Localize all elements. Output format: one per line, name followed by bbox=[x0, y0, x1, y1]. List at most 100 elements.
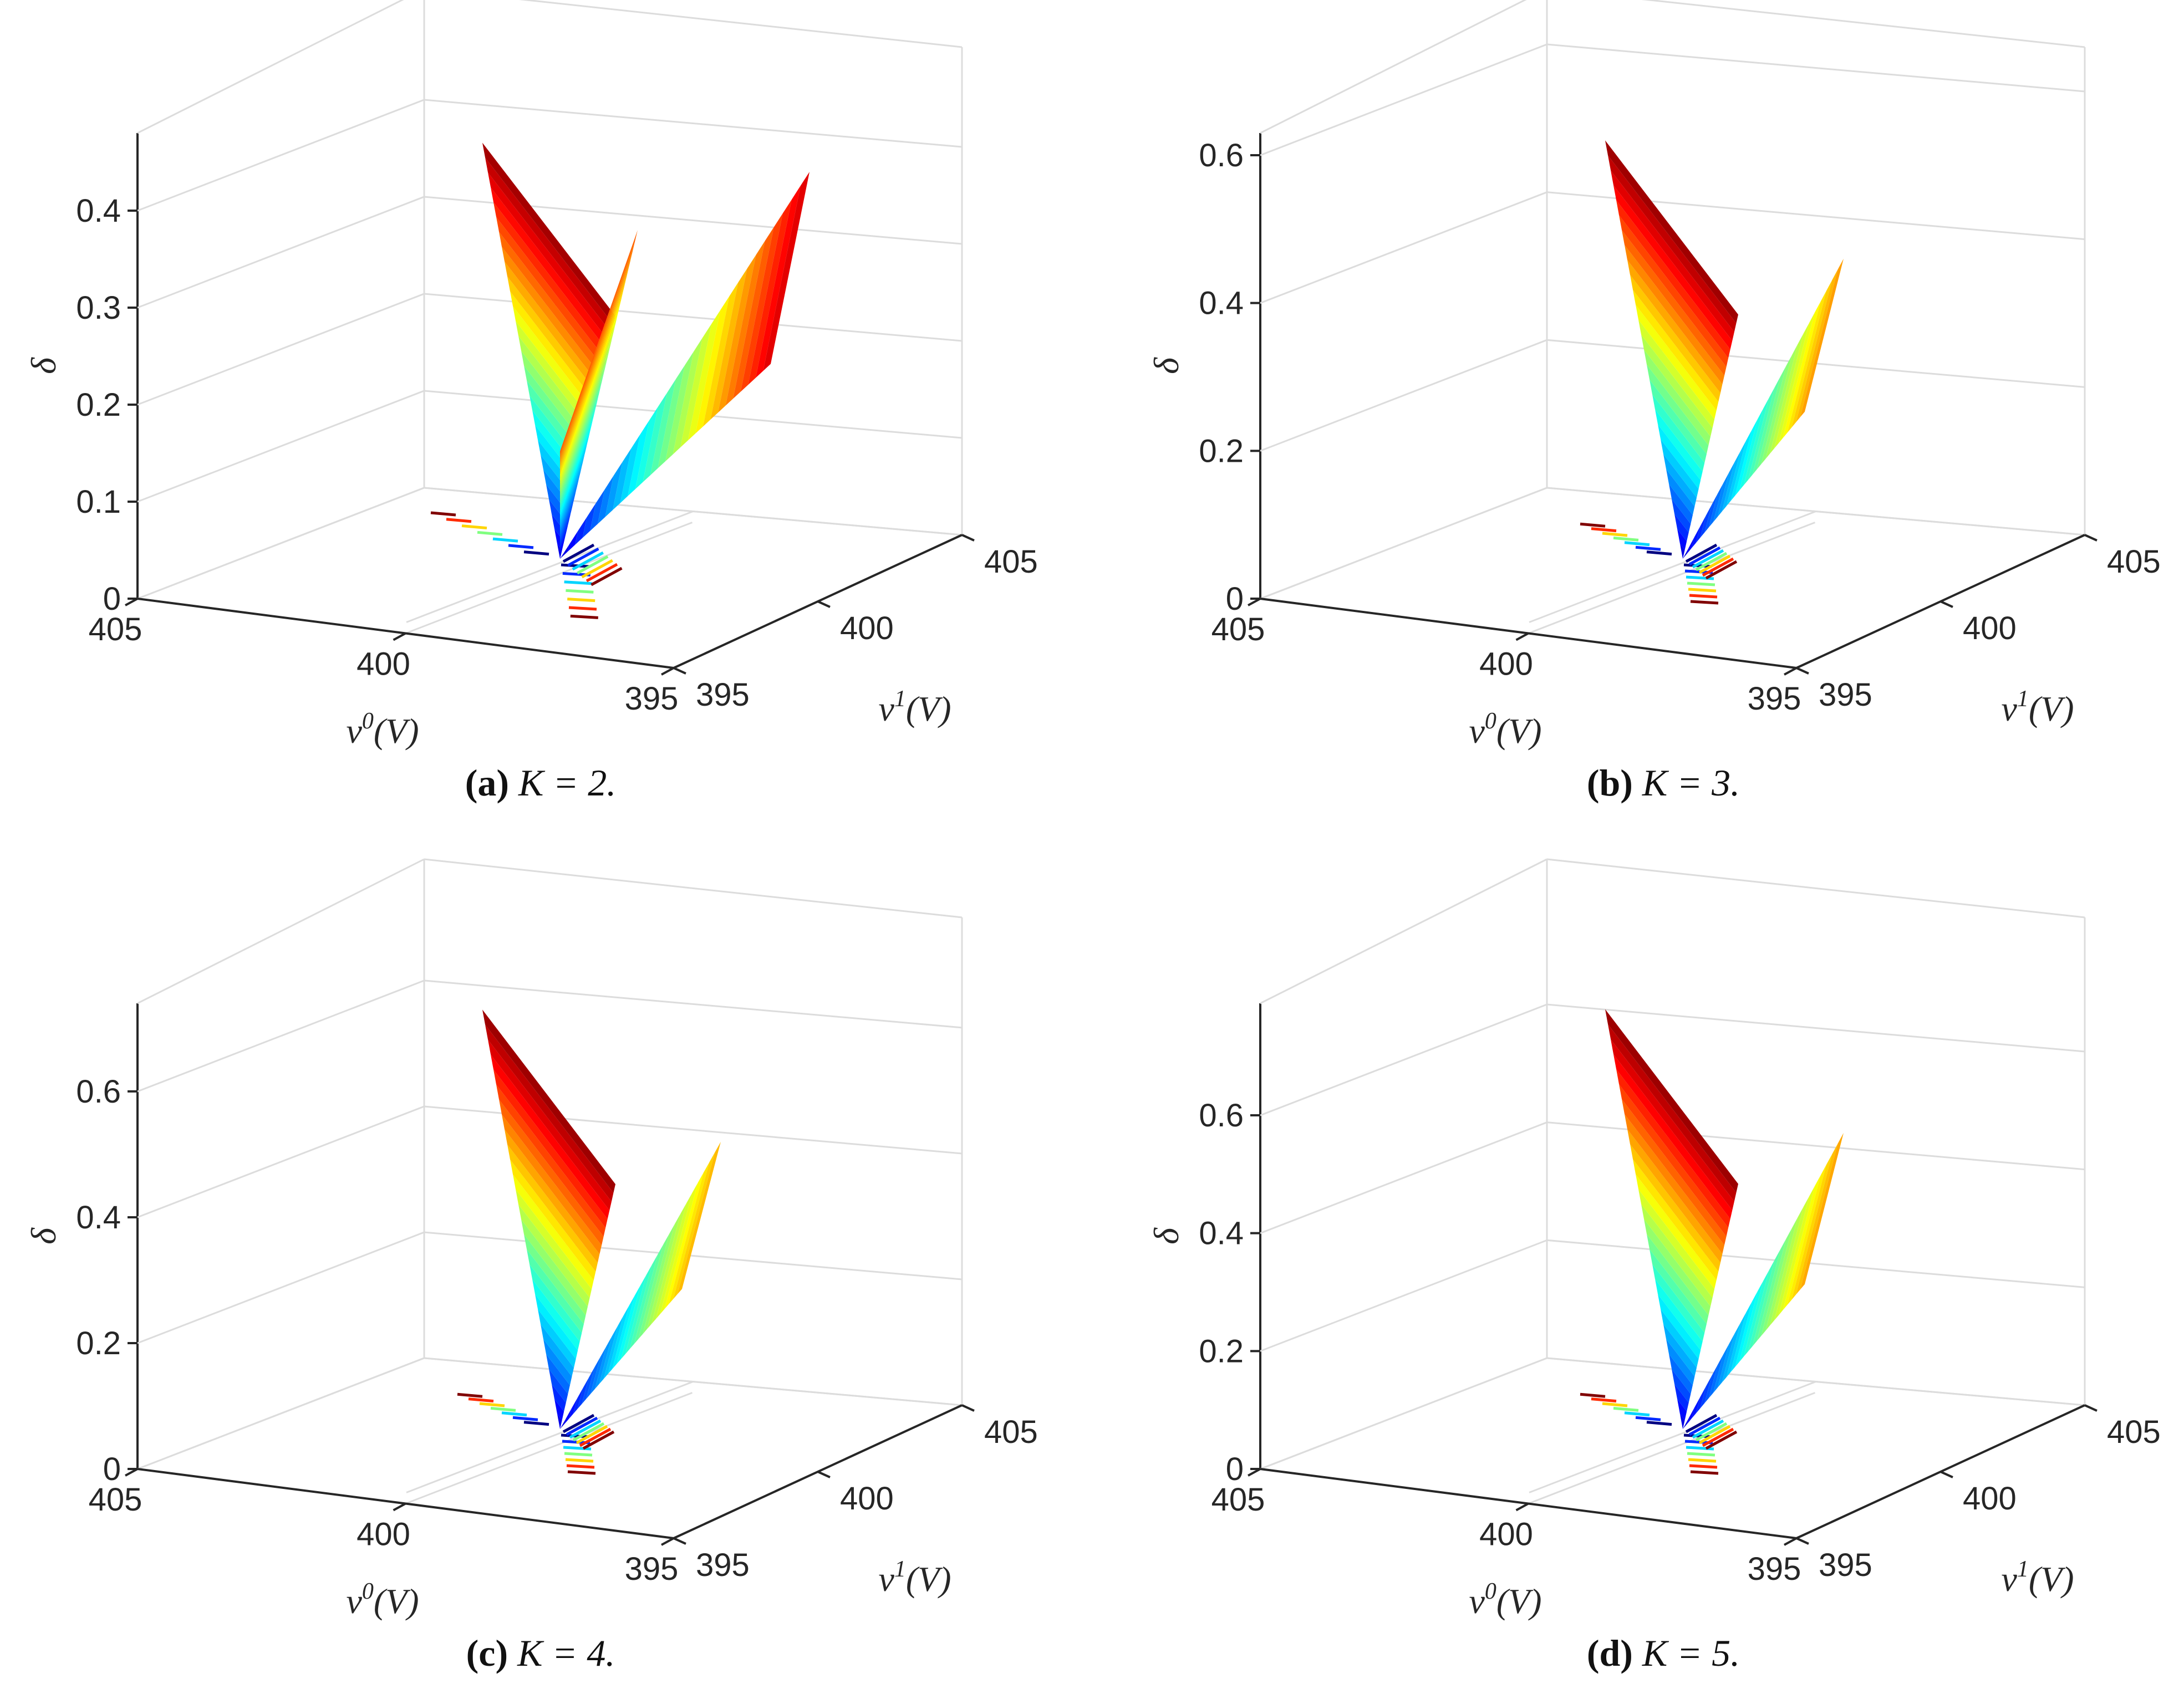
surface-left-wing bbox=[1616, 1069, 1730, 1228]
panel-b: 0 0.2 0.4 0.6 405 400 395 395 400 405 δ v0(V) v1(V) (… bbox=[1147, 0, 2161, 804]
surface-right-wing bbox=[567, 531, 578, 552]
v1-tick bbox=[673, 667, 686, 675]
surface-right-wing bbox=[1739, 1281, 1763, 1362]
surface-left-wing bbox=[499, 1099, 604, 1246]
surface-middle-wing bbox=[560, 335, 613, 490]
surface-left-wing bbox=[1644, 1219, 1710, 1315]
v0-tick bbox=[1784, 667, 1797, 676]
caption-math: K = 2. bbox=[509, 762, 616, 804]
surface-right-wing bbox=[1730, 430, 1752, 501]
surface-left-wing bbox=[491, 187, 610, 351]
surface-left-wing bbox=[1613, 1054, 1733, 1219]
surface-right-wing bbox=[1757, 1238, 1786, 1341]
caption-letter: (b) bbox=[1587, 762, 1633, 804]
surface-right-wing bbox=[733, 227, 774, 399]
contour-line bbox=[1580, 522, 1606, 528]
surface-left-wing bbox=[1608, 1024, 1737, 1202]
surface-middle-wing bbox=[560, 230, 638, 455]
gridline bbox=[1546, 858, 2085, 919]
contour-line bbox=[1685, 543, 1718, 563]
surface-right-wing bbox=[1761, 355, 1792, 465]
surface-left-wing bbox=[1652, 394, 1705, 472]
caption: (c) K = 4. bbox=[466, 1632, 615, 1674]
surface-right-wing bbox=[660, 1182, 698, 1314]
surface-right-wing bbox=[613, 448, 632, 511]
surface-right-wing bbox=[664, 1172, 704, 1309]
surface-right-wing bbox=[634, 1244, 664, 1344]
v1-tick bbox=[2084, 534, 2098, 542]
gridline bbox=[1260, 1239, 1547, 1352]
surface-left-wing bbox=[1613, 185, 1733, 350]
contour-line bbox=[1688, 588, 1717, 593]
contour-line bbox=[569, 1419, 602, 1439]
caption-math: K = 3. bbox=[1633, 762, 1740, 804]
surface-left-wing bbox=[510, 291, 596, 412]
gridline bbox=[424, 293, 963, 342]
surface-middle-wing bbox=[560, 535, 566, 555]
v0-tick-label: 395 bbox=[625, 1551, 679, 1587]
surface-right-wing bbox=[1744, 1270, 1769, 1357]
surface-left-wing bbox=[482, 142, 615, 325]
surface-right-wing bbox=[1735, 419, 1758, 496]
v1-tick-label: 405 bbox=[2107, 1414, 2161, 1450]
v1-tick bbox=[2084, 1404, 2098, 1412]
surface-left-wing bbox=[485, 157, 614, 334]
surface-right-wing bbox=[638, 1234, 669, 1339]
surface-left-wing bbox=[1619, 1084, 1729, 1237]
surface-right-wing bbox=[1722, 451, 1740, 512]
gridline bbox=[424, 99, 963, 148]
v1-tick bbox=[1940, 1471, 1953, 1478]
gridline bbox=[1260, 1003, 1547, 1116]
surface-left-wing bbox=[532, 1279, 580, 1350]
v0-tick-label: 395 bbox=[1748, 1551, 1801, 1587]
axes: 0 0.2 0.4 0.6 405 400 395 395 400 405 δ v0(V) v1(V) bbox=[1147, 1098, 2161, 1621]
v0-tick bbox=[1784, 1537, 1797, 1546]
surface-right-wing bbox=[590, 489, 605, 531]
surface-middle-wing bbox=[560, 547, 563, 559]
surface-left-wing bbox=[543, 1339, 572, 1386]
surface-left-wing bbox=[1647, 364, 1709, 455]
surface-left-wing bbox=[541, 1324, 574, 1377]
surface-left-wing bbox=[1636, 304, 1717, 420]
surface bbox=[482, 142, 810, 559]
surface-middle-wing bbox=[560, 417, 593, 517]
gridline bbox=[1260, 339, 1547, 452]
surface-right-wing bbox=[643, 392, 667, 482]
surface-right-wing bbox=[560, 545, 569, 559]
surface-right-wing bbox=[1713, 473, 1729, 522]
gridline bbox=[1546, 43, 2085, 93]
surface-middle-wing bbox=[560, 488, 577, 540]
contour-line bbox=[1702, 557, 1734, 577]
gridline bbox=[405, 1392, 693, 1504]
z-tick-label: 0 bbox=[1226, 1451, 1244, 1487]
contour-line bbox=[1688, 1458, 1717, 1463]
surface-left-wing bbox=[1611, 1039, 1734, 1211]
gridline bbox=[137, 487, 425, 600]
axes: 0 0.1 0.2 0.3 0.4 405 400 395 395 400 405 δ v0(V) v1(… bbox=[24, 193, 1038, 751]
gridline bbox=[1260, 0, 1527, 134]
surface-right-wing bbox=[568, 1398, 578, 1419]
contour-line bbox=[523, 1421, 549, 1426]
v0-axis-label: v0(V) bbox=[1469, 708, 1541, 751]
contour-line bbox=[468, 1397, 494, 1403]
contour-line bbox=[492, 537, 518, 543]
z-tick-label: 0.2 bbox=[76, 387, 121, 423]
contour-line bbox=[1686, 575, 1714, 580]
surface-left-wing bbox=[1641, 334, 1713, 437]
surface-right-wing bbox=[612, 1295, 635, 1369]
v0-tick bbox=[661, 667, 674, 676]
v0-tick bbox=[1515, 632, 1529, 641]
surface-middle-wing bbox=[560, 265, 629, 467]
surface-left-wing bbox=[1658, 1294, 1701, 1359]
surface-left-wing bbox=[496, 1084, 606, 1237]
contour-line bbox=[564, 1452, 593, 1457]
surface-middle-wing bbox=[560, 465, 582, 532]
surface-left-wing bbox=[1638, 319, 1715, 428]
surface bbox=[1605, 1009, 1844, 1429]
surface-left-wing bbox=[1677, 1399, 1687, 1421]
contour-line bbox=[564, 580, 592, 585]
gridline bbox=[424, 1231, 963, 1280]
surface bbox=[1605, 140, 1844, 559]
surface-left-wing bbox=[538, 1309, 576, 1368]
v0-tick-label: 400 bbox=[1479, 1517, 1533, 1553]
